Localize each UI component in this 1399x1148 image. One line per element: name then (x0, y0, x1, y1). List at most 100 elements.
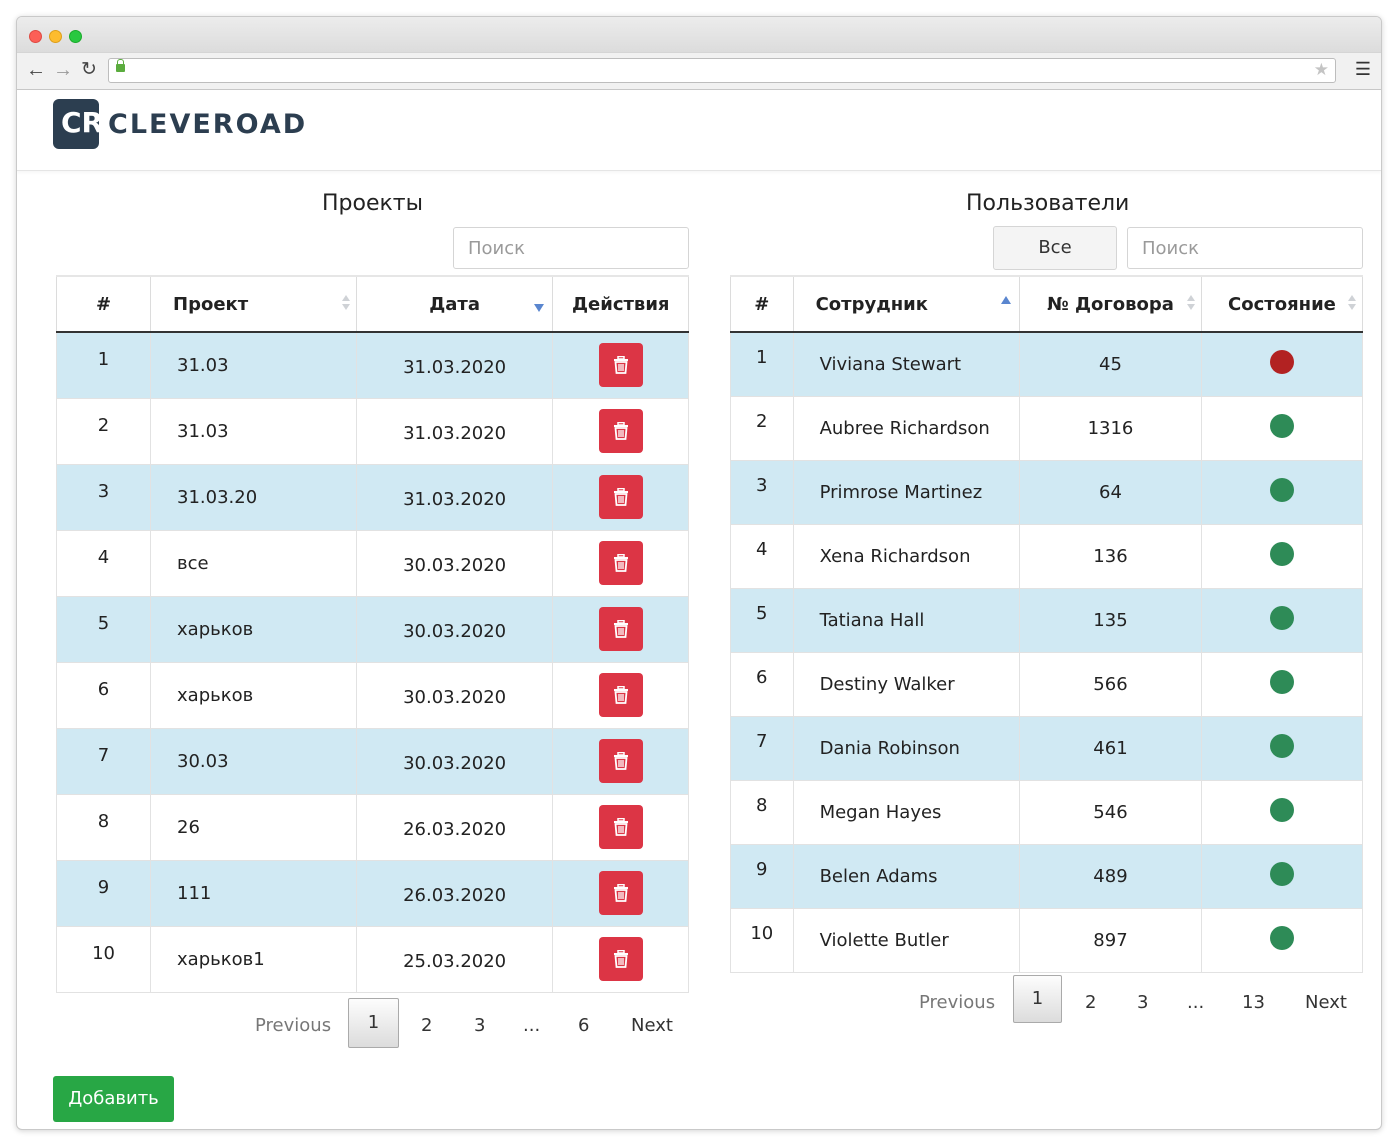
logo-icon[interactable]: CR (53, 99, 103, 149)
delete-button[interactable] (598, 343, 643, 388)
trash-icon (613, 554, 628, 572)
project-name: харьков (150, 595, 357, 663)
status-indicator-icon (1269, 925, 1294, 950)
projects-page-2[interactable]: 2 (421, 1015, 433, 1036)
minimize-window-icon[interactable] (49, 30, 62, 43)
project-name: 31.03 (150, 397, 357, 465)
reload-icon[interactable]: ↻ (81, 59, 97, 80)
contract-number: 489 (1019, 843, 1202, 909)
contract-number: 135 (1019, 587, 1202, 653)
actions-cell (552, 529, 689, 597)
projects-page-last[interactable]: 6 (578, 1015, 590, 1036)
address-bar[interactable]: ★ (108, 58, 1336, 83)
table-row: 6 харьков 30.03.2020 (55, 661, 689, 729)
projects-previous-button[interactable]: Previous (255, 1015, 332, 1036)
contract-number: 461 (1019, 715, 1202, 781)
table-row: 9 Belen Adams 489 (730, 843, 1364, 909)
brand-name[interactable]: CLEVEROAD (108, 109, 308, 140)
table-row: 1 Viviana Stewart 45 (730, 331, 1364, 397)
forward-arrow-icon[interactable]: → (53, 59, 73, 81)
actions-cell (552, 595, 689, 663)
projects-col-date[interactable]: Дата (355, 275, 554, 333)
project-name: 26 (150, 793, 357, 861)
back-arrow-icon[interactable]: ← (26, 59, 46, 81)
project-date: 25.03.2020 (355, 925, 554, 993)
delete-button[interactable] (598, 541, 643, 585)
status-cell (1200, 587, 1364, 653)
bookmark-star-icon[interactable]: ★ (1313, 60, 1329, 79)
title-bar (17, 17, 1381, 52)
projects-search-input[interactable] (453, 227, 689, 269)
row-number: 10 (55, 925, 152, 993)
projects-next-button[interactable]: Next (631, 1015, 673, 1036)
add-button[interactable]: Добавить (53, 1076, 174, 1122)
status-indicator-icon (1269, 413, 1294, 438)
projects-page-1[interactable]: 1 (348, 998, 399, 1048)
project-date: 30.03.2020 (355, 529, 554, 597)
users-page-2[interactable]: 2 (1085, 992, 1097, 1013)
projects-title: Проекты (322, 191, 423, 216)
table-row: 1 31.03 31.03.2020 (55, 331, 689, 399)
actions-cell (552, 727, 689, 795)
employee-name: Primrose Martinez (792, 459, 1021, 525)
delete-button[interactable] (598, 409, 643, 453)
project-name: 111 (150, 859, 357, 927)
delete-button[interactable] (598, 937, 643, 981)
table-row: 5 харьков 30.03.2020 (55, 595, 689, 663)
users-next-button[interactable]: Next (1305, 992, 1347, 1013)
delete-button[interactable] (598, 739, 643, 783)
users-pagination: Previous 1 2 3 ... 13 Next (17, 975, 1381, 1025)
actions-cell (552, 925, 689, 993)
employee-name: Destiny Walker (792, 651, 1021, 717)
delete-button[interactable] (598, 805, 643, 849)
contract-number: 566 (1019, 651, 1202, 717)
close-window-icon[interactable] (29, 30, 42, 43)
actions-cell (552, 859, 689, 927)
status-indicator-icon (1269, 541, 1294, 566)
project-name: харьков1 (150, 925, 357, 993)
projects-table: # Проект Дата Действия 1 31.03 31.03.2020 2… (55, 275, 689, 993)
users-page-3[interactable]: 3 (1137, 992, 1149, 1013)
employee-name: Violette Butler (792, 907, 1021, 973)
row-number: 6 (730, 651, 794, 717)
users-table: # Сотрудник № Договора Состояние 1 Vivian… (730, 275, 1364, 973)
row-number: 1 (55, 331, 152, 399)
trash-icon (613, 356, 628, 375)
contract-number: 1316 (1019, 395, 1202, 461)
table-row: 8 26 26.03.2020 (55, 793, 689, 861)
projects-pagination: Previous 1 2 3 ... 6 Next (17, 998, 717, 1048)
users-search-input[interactable] (1127, 227, 1363, 269)
table-row: 7 Dania Robinson 461 (730, 715, 1364, 781)
delete-button[interactable] (598, 475, 643, 519)
status-indicator-icon (1269, 605, 1294, 630)
row-number: 3 (55, 463, 152, 531)
sort-icon (341, 295, 350, 311)
row-number: 8 (55, 793, 152, 861)
projects-page-3[interactable]: 3 (474, 1015, 486, 1036)
project-date: 30.03.2020 (355, 595, 554, 663)
row-number: 10 (730, 907, 794, 973)
row-number: 4 (55, 529, 152, 597)
delete-button[interactable] (598, 607, 643, 651)
users-filter-button[interactable]: Все (993, 226, 1117, 270)
users-title: Пользователи (966, 191, 1130, 216)
table-row: 4 Xena Richardson 136 (730, 523, 1364, 589)
browser-menu-icon[interactable]: ☰ (1354, 59, 1371, 79)
users-col-contract[interactable]: № Договора (1019, 275, 1202, 333)
status-indicator-icon (1269, 477, 1294, 502)
status-cell (1200, 395, 1364, 461)
maximize-window-icon[interactable] (69, 30, 82, 43)
project-date: 30.03.2020 (355, 727, 554, 795)
employee-name: Aubree Richardson (792, 395, 1021, 461)
delete-button[interactable] (598, 673, 643, 717)
users-page-last[interactable]: 13 (1242, 992, 1265, 1013)
projects-col-name[interactable]: Проект (150, 275, 357, 333)
delete-button[interactable] (598, 871, 643, 915)
users-col-name[interactable]: Сотрудник (792, 275, 1021, 333)
users-page-1[interactable]: 1 (1013, 975, 1062, 1023)
status-indicator-icon (1269, 797, 1294, 822)
users-previous-button[interactable]: Previous (919, 992, 996, 1013)
users-col-status[interactable]: Состояние (1200, 275, 1364, 333)
project-date: 31.03.2020 (355, 463, 554, 531)
lock-icon (116, 59, 125, 72)
